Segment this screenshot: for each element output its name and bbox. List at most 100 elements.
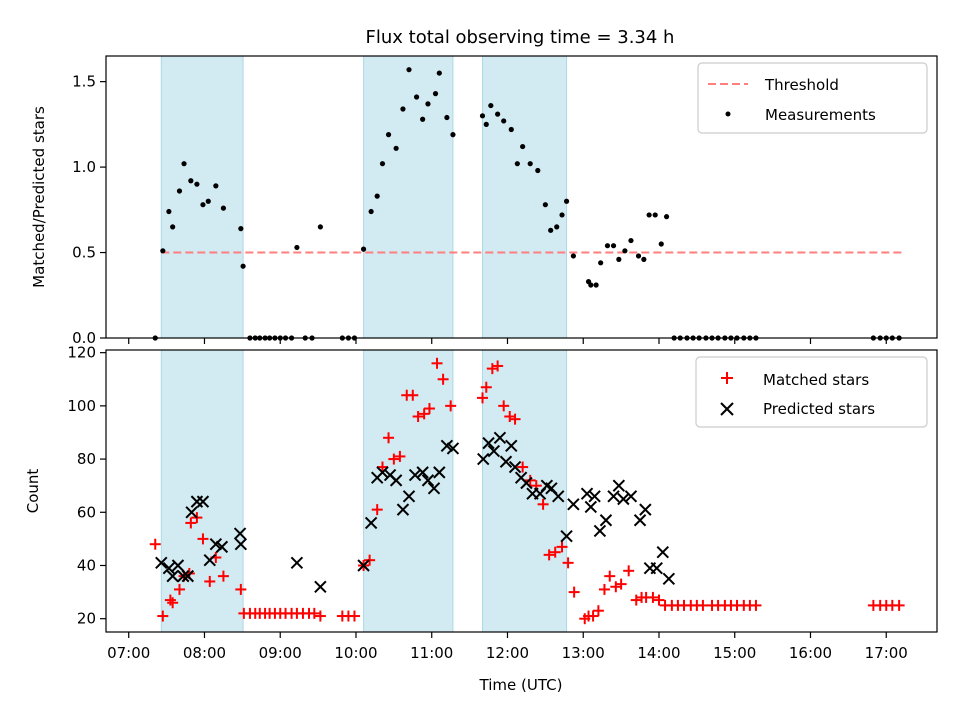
predicted-point: [421, 474, 435, 487]
predicted-point: [560, 530, 573, 543]
measurement-point: [501, 118, 507, 124]
matched-point: [204, 575, 216, 587]
predicted-point: [290, 556, 304, 570]
xtick-label: 11:00: [410, 644, 453, 662]
predicted-point: [162, 561, 176, 575]
predicted-point: [314, 580, 327, 593]
measurement-point: [360, 246, 367, 252]
matched-point: [630, 594, 642, 606]
xtick-label: 12:00: [486, 644, 529, 662]
measurement-point: [520, 143, 526, 150]
predicted-point: [612, 479, 626, 492]
legend-threshold-label: Threshold: [764, 76, 839, 94]
matched-point: [549, 546, 561, 558]
predicted-point: [203, 553, 216, 567]
predicted-point: [389, 474, 403, 487]
measurement-point: [374, 193, 380, 199]
matched-point: [423, 403, 435, 415]
measurement-point: [436, 70, 442, 76]
top-ytick-label: 1.0: [72, 158, 96, 176]
predicted-point: [508, 460, 522, 474]
xtick-label: 13:00: [562, 644, 605, 662]
measurement-point: [166, 208, 172, 215]
measurement-point: [604, 243, 611, 249]
predicted-point: [166, 569, 179, 583]
matched-point: [445, 400, 457, 412]
matched-point: [167, 597, 179, 609]
measurement-point: [646, 212, 652, 218]
predicted-point: [402, 490, 416, 503]
measurement-point: [213, 183, 219, 189]
measurement-point: [160, 248, 166, 254]
observing-span: [160, 55, 244, 339]
measurement-point: [240, 263, 246, 269]
matched-point: [388, 453, 400, 465]
predicted-point: [493, 431, 507, 444]
bottom-legend-box: [695, 356, 928, 428]
predicted-point: [155, 556, 168, 570]
legend-matched-swatch: [721, 372, 733, 384]
predicted-point: [656, 545, 669, 559]
matched-point: [486, 363, 498, 375]
predicted-point: [477, 452, 490, 466]
matched-point: [364, 554, 376, 566]
matched-point: [412, 411, 424, 423]
predicted-point: [177, 569, 190, 583]
matched-point: [556, 541, 568, 553]
predicted-point: [376, 466, 389, 479]
measurement-point: [176, 188, 183, 194]
matched-point: [173, 583, 185, 595]
predicted-point: [593, 524, 607, 538]
measurement-point: [548, 227, 554, 233]
matched-point: [517, 461, 529, 473]
predicted-point: [446, 442, 460, 455]
measurement-point: [444, 114, 450, 121]
xtick-label: 15:00: [713, 644, 756, 662]
legend-measurements-swatch: [725, 111, 731, 117]
matched-point: [587, 610, 599, 622]
bottom-ytick-label: 40: [77, 556, 96, 574]
predicted-point: [364, 516, 378, 530]
matched-point: [480, 381, 492, 393]
matched-point: [431, 357, 443, 369]
predicted-point: [617, 492, 630, 506]
bottom-legend: Matched stars Predicted stars: [695, 356, 928, 428]
predicted-point: [567, 498, 580, 511]
matched-point: [371, 504, 383, 516]
predicted-point: [234, 538, 248, 551]
measurement-point: [593, 282, 599, 288]
measurement-point: [420, 116, 426, 122]
legend-predicted-label: Predicted stars: [763, 400, 875, 418]
measurement-point: [628, 237, 634, 244]
measurement-point: [400, 106, 406, 112]
bottom-ytick-label: 120: [67, 344, 96, 362]
top-ytick-label: 1.5: [72, 73, 96, 91]
predicted-point: [433, 466, 446, 479]
top-y-axis-label: Matched/Predicted stars: [30, 106, 48, 288]
matched-point: [537, 498, 549, 510]
top-axes-frame: [105, 55, 938, 339]
predicted-point: [584, 500, 598, 514]
matched-star-points: [149, 357, 905, 625]
matched-point: [623, 565, 635, 577]
matched-point: [149, 538, 161, 550]
measurement-point: [406, 67, 412, 73]
top-ytick-label: 0.5: [72, 244, 96, 262]
measurement-point: [622, 248, 628, 254]
measurement-point: [432, 91, 439, 97]
matched-point: [235, 583, 247, 595]
measurement-point: [450, 132, 456, 138]
predicted-point: [499, 455, 513, 468]
top-panel: 0.0 0.5 1.0 1.5 Matched/Predicted stars Thr…: [30, 55, 938, 347]
measurement-point: [425, 101, 431, 107]
observing-span: [481, 55, 568, 339]
predicted-point: [624, 490, 638, 503]
measurement-point: [379, 161, 386, 167]
top-ytick-label: 0.0: [72, 329, 96, 347]
measurement-point: [205, 198, 211, 204]
predicted-point: [482, 436, 495, 450]
measurement-point: [635, 253, 642, 259]
measurement-point: [508, 126, 514, 133]
legend-predicted-swatch: [720, 402, 734, 416]
matched-point: [437, 373, 449, 385]
